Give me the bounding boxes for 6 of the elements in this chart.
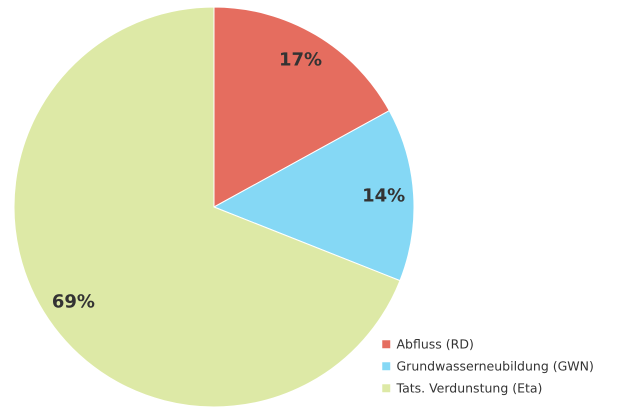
legend-label: Abfluss (RD) [396,336,474,352]
data-label: 17% [278,50,322,71]
legend-label: Tats. Verdunstung (Eta) [396,380,542,396]
legend-label: Grundwasserneubildung (GWN) [396,358,594,374]
data-label: 14% [362,185,406,206]
data-label: 69% [52,292,95,313]
